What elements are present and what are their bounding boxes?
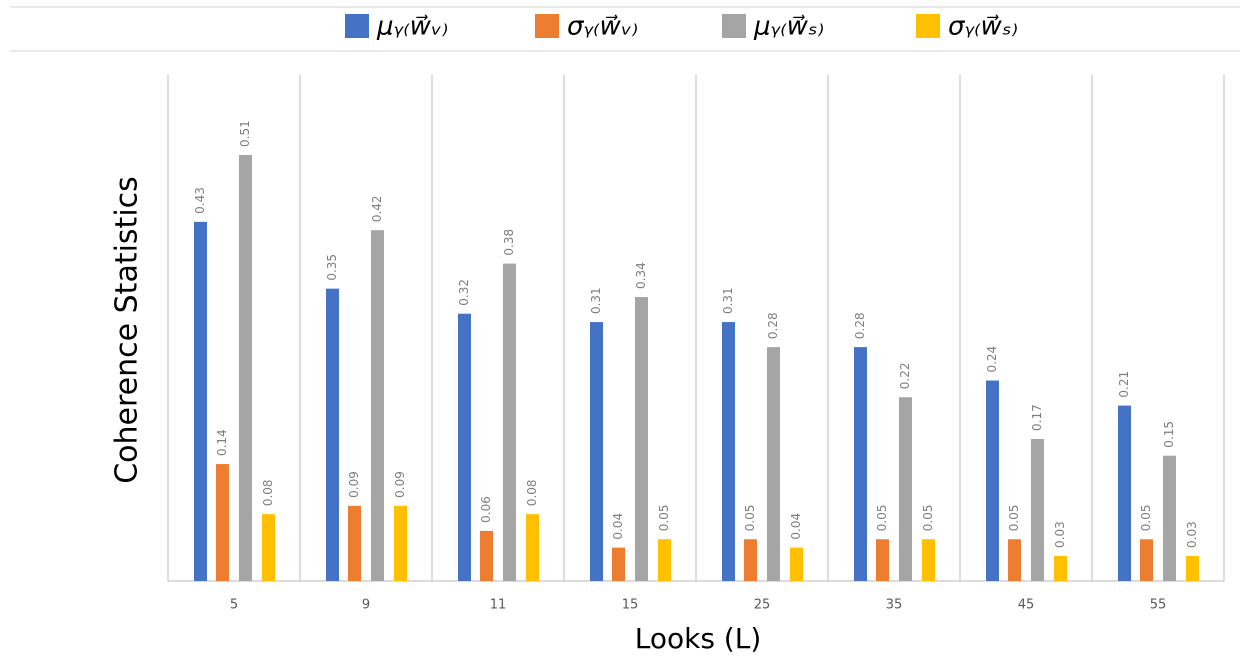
data-label: 0.32	[457, 279, 471, 306]
data-label: 0.38	[502, 229, 516, 256]
bar	[262, 514, 275, 581]
data-label: 0.06	[479, 496, 493, 523]
bar	[876, 539, 889, 581]
data-label: 0.43	[193, 187, 207, 214]
data-label: 0.08	[261, 479, 275, 506]
data-label: 0.03	[1053, 521, 1067, 548]
bar	[480, 530, 493, 581]
bar	[790, 547, 803, 581]
data-label: 0.28	[853, 312, 867, 339]
bar	[1031, 439, 1044, 581]
legend-swatch	[722, 14, 746, 38]
bar	[612, 547, 625, 581]
bar	[767, 347, 780, 581]
bar	[1140, 539, 1153, 581]
data-label: 0.05	[1007, 505, 1021, 532]
bar	[658, 539, 671, 581]
data-label: 0.22	[898, 363, 912, 390]
bar	[503, 263, 516, 581]
x-tick-label: 15	[622, 598, 639, 613]
bar	[986, 380, 999, 581]
bar	[216, 464, 229, 581]
legend-label: μᵧ₍w⃗ₛ₎	[753, 12, 824, 42]
legend-swatch	[535, 14, 559, 38]
legend-swatch	[345, 14, 369, 38]
x-tick-label: 35	[886, 598, 903, 613]
data-label: 0.51	[238, 120, 252, 147]
x-tick-label: 11	[490, 598, 507, 613]
bar	[590, 322, 603, 581]
bar	[744, 539, 757, 581]
data-label: 0.28	[766, 312, 780, 339]
data-label: 0.31	[589, 287, 603, 314]
x-tick-label: 25	[754, 598, 771, 613]
bar	[635, 297, 648, 581]
data-label: 0.14	[215, 429, 229, 456]
data-label: 0.05	[657, 505, 671, 532]
data-label: 0.05	[921, 505, 935, 532]
bar	[394, 505, 407, 581]
bar	[194, 221, 207, 581]
bar	[1163, 455, 1176, 581]
data-label: 0.35	[325, 254, 339, 281]
data-label: 0.08	[525, 479, 539, 506]
data-label: 0.09	[347, 471, 361, 498]
data-label: 0.03	[1185, 521, 1199, 548]
x-tick-label: 45	[1018, 598, 1035, 613]
bar	[722, 322, 735, 581]
legend-label: σᵧ₍w⃗ₛ₎	[948, 12, 1018, 42]
data-label: 0.34	[634, 262, 648, 289]
data-label: 0.05	[743, 505, 757, 532]
data-label: 0.21	[1117, 371, 1131, 398]
bar	[348, 505, 361, 581]
data-label: 0.05	[1139, 505, 1153, 532]
bar	[326, 288, 339, 581]
x-tick-label: 9	[362, 598, 370, 613]
bar	[526, 514, 539, 581]
bar	[371, 230, 384, 582]
data-label: 0.05	[875, 505, 889, 532]
legend-label: μᵧ₍w⃗ᵥ₎	[376, 12, 448, 42]
bar	[1186, 555, 1199, 581]
bar	[1118, 405, 1131, 581]
data-label: 0.17	[1030, 404, 1044, 431]
legend-label: σᵧ₍w⃗ᵥ₎	[567, 12, 638, 42]
data-label: 0.31	[721, 287, 735, 314]
bar	[239, 155, 252, 581]
y-axis-title: Coherence Statistics	[110, 176, 145, 484]
bar	[922, 539, 935, 581]
x-axis-title: Looks (L)	[635, 622, 762, 655]
data-label: 0.09	[393, 471, 407, 498]
bar	[458, 313, 471, 581]
bar	[899, 397, 912, 581]
bar	[854, 347, 867, 581]
data-label: 0.04	[789, 513, 803, 540]
legend-swatch	[916, 14, 940, 38]
data-label: 0.04	[611, 513, 625, 540]
x-tick-label: 55	[1150, 598, 1167, 613]
data-label: 0.24	[985, 346, 999, 373]
data-label: 0.15	[1162, 421, 1176, 448]
data-label: 0.42	[370, 195, 384, 222]
x-tick-label: 5	[230, 598, 238, 613]
bar	[1008, 539, 1021, 581]
bar	[1054, 555, 1067, 581]
